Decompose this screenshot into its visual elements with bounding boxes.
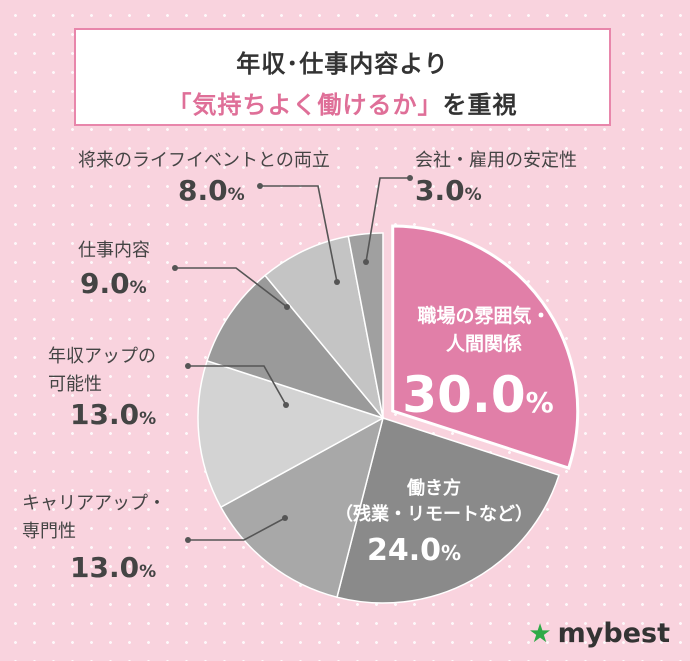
pie-slice — [206, 274, 386, 420]
chart-title: 年収･仕事内容より — [236, 50, 449, 78]
chart-subtitle-rest: を重視 — [442, 91, 518, 119]
leader-dot — [334, 279, 340, 285]
leader-line — [188, 517, 286, 541]
leader-dot — [363, 259, 369, 265]
star-icon: ★ — [528, 618, 552, 649]
slice-label: 人間関係 — [446, 332, 522, 355]
slice-label: 将来のライフイベントとの両立 — [78, 150, 330, 171]
brand-name: mybest — [557, 618, 670, 649]
slice-label: 専門性 — [22, 521, 76, 542]
slice-label: 仕事内容 — [78, 240, 150, 261]
leader-dot — [185, 537, 191, 543]
leader-line — [188, 365, 287, 406]
leader-dot — [185, 363, 191, 369]
slice-value: 9.0% — [80, 267, 147, 300]
leader-dot — [282, 515, 288, 521]
brand-logo: ★ mybest — [528, 618, 670, 649]
slice-label: キャリアアップ・ — [22, 493, 166, 514]
leader-line — [175, 267, 288, 308]
pie-slice — [264, 235, 384, 419]
slice-value: 13.0% — [70, 398, 156, 431]
leader-line — [365, 177, 410, 263]
slice-label: 職場の雰囲気・ — [417, 304, 550, 327]
slice-value: 24.0% — [367, 533, 461, 568]
leader-dot — [172, 265, 178, 271]
pie-slice — [391, 224, 580, 471]
leader-dot — [407, 175, 413, 181]
pie-slice — [197, 359, 385, 509]
chart-subtitle-highlight: 「気持ちよく働けるか」 — [167, 91, 443, 119]
slice-value: 30.0% — [402, 366, 553, 424]
leader-dot — [257, 183, 263, 189]
slice-label: 働き方 — [406, 477, 461, 499]
slice-label: 可能性 — [48, 374, 102, 395]
slice-value: 3.0% — [415, 174, 482, 207]
slice-label: （残業・リモートなど） — [335, 503, 533, 525]
leader-line — [260, 185, 338, 283]
slice-value: 13.0% — [70, 551, 156, 584]
leader-dot — [283, 402, 289, 408]
pie-slice — [219, 416, 385, 599]
slice-label: 年収アップの — [48, 346, 156, 367]
slice-label: 会社・雇用の安定性 — [415, 150, 577, 171]
leader-dot — [284, 304, 290, 310]
slice-value: 8.0% — [178, 174, 245, 207]
title-box: 年収･仕事内容より 「気持ちよく働けるか」を重視 — [74, 28, 611, 126]
chart-subtitle: 「気持ちよく働けるか」を重視 — [76, 85, 609, 120]
pie-slice — [347, 232, 384, 419]
pie-slice — [336, 417, 560, 604]
